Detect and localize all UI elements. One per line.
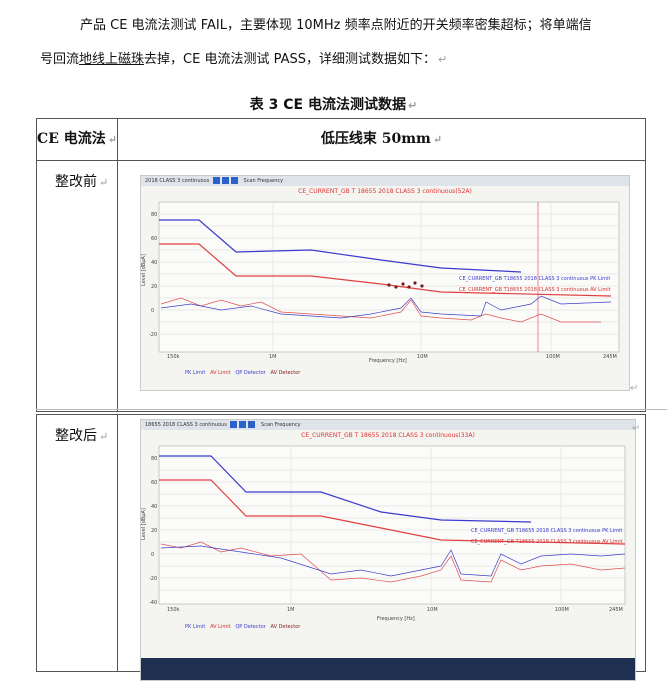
return-mark: ↵ <box>632 423 641 434</box>
return-mark: ↵ <box>107 133 117 146</box>
results-panel-bar <box>141 658 635 680</box>
toolbar-scan-label: Scan Frequency <box>243 178 284 184</box>
x-tick: 150k <box>167 607 180 613</box>
page-divider <box>36 409 667 410</box>
row-before-text: 整改前 <box>55 174 97 190</box>
header-cell-harness: 低压线束 50mm ↵ <box>117 118 646 161</box>
table-caption-text: 表 3 CE 电流法测试数据 <box>249 97 406 113</box>
av-limit-label: CE_CURRENT_GB T18655 2018 CLASS 3 contin… <box>471 539 623 545</box>
scan-toolbar: 2018 CLASS 3 continuous Scan Frequency <box>141 176 629 186</box>
legend-av-limit: AV Limit <box>210 370 231 376</box>
toolbar-button-icon <box>230 421 238 428</box>
toolbar-title: 18655 2018 CLASS 3 continuous <box>145 422 227 428</box>
x-tick: 1M <box>269 354 277 360</box>
y-tick: -20 <box>149 332 157 338</box>
chart-title: CE_CURRENT_GB T 18655 2018 CLASS 3 conti… <box>298 188 472 195</box>
y-tick: 40 <box>151 260 157 266</box>
x-tick: 150k <box>167 354 180 360</box>
header-cell-method: CE 电流法 ↵ <box>36 118 118 161</box>
chart-title: CE_CURRENT_GB T 18655 2018 CLASS 3 conti… <box>301 432 475 439</box>
row-label-before: 整改前 ↵ <box>36 160 118 412</box>
x-tick: 100M <box>546 354 560 360</box>
results-table: CE 电流法 ↵ 低压线束 50mm ↵ 整改前 ↵ 2018 CLASS 3 con… <box>36 118 646 412</box>
header-method-text: CE 电流法 <box>37 131 106 147</box>
header-harness-text: 低压线束 50mm <box>320 131 431 147</box>
plot-legend: PK Limit AV Limit QP Detector AV Detecto… <box>185 370 300 376</box>
toolbar-button-icon <box>221 177 229 184</box>
y-tick: 80 <box>151 212 157 218</box>
x-tick: 10M <box>427 607 438 613</box>
paragraph-1-text: 产品 CE 电流法测试 FAIL，主要体现 10MHz 频率点附近的开关频率密集… <box>80 18 592 33</box>
y-axis-label: Level [dBµA] <box>141 508 147 540</box>
av-limit-label: CE_CURRENT_GB T18655 2018 CLASS 3 contin… <box>459 287 611 293</box>
x-tick: 10M <box>417 354 428 360</box>
plot-legend: PK Limit AV Limit QP Detector AV Detecto… <box>185 624 300 630</box>
legend-qp-detector: QP Detector <box>235 370 266 376</box>
paragraph-2-underlined: 地线上磁珠 <box>79 52 145 67</box>
emc-plot-after: CE_CURRENT_GB T18655 2018 CLASS 3 contin… <box>141 445 626 622</box>
paragraph-2: 号回流地线上磁珠去掉，CE 电流法测试 PASS，详细测试数据如下： ↵ <box>40 50 665 70</box>
scan-screenshot-after: 18655 2018 CLASS 3 continuous Scan Frequ… <box>140 419 636 681</box>
y-tick: 60 <box>151 480 157 486</box>
y-axis-label: Level [dBµA] <box>141 254 147 286</box>
x-tick: 245M <box>609 607 623 613</box>
emc-plot-before: CE_CURRENT_GB T18655 2018 CLASS 3 contin… <box>141 201 620 364</box>
x-axis-label: Frequency [Hz] <box>377 616 415 622</box>
return-mark: ↵ <box>432 133 443 146</box>
y-tick: 0 <box>151 552 154 558</box>
return-mark: ↵ <box>407 99 418 112</box>
y-tick: 60 <box>151 236 157 242</box>
toolbar-button-icon <box>230 177 238 184</box>
paragraph-1: 产品 CE 电流法测试 FAIL，主要体现 10MHz 频率点附近的开关频率密集… <box>36 16 661 36</box>
paragraph-2-text-a: 号回流 <box>40 52 80 67</box>
x-tick: 245M <box>603 354 617 360</box>
row-label-after: 整改后 ↵ <box>36 414 118 672</box>
y-tick: -40 <box>149 600 157 606</box>
scan-toolbar: 18655 2018 CLASS 3 continuous Scan Frequ… <box>141 420 635 430</box>
scan-screenshot-before: 2018 CLASS 3 continuous Scan Frequency C… <box>140 175 630 391</box>
y-tick: 20 <box>151 528 157 534</box>
legend-pk-limit: PK Limit <box>185 370 206 376</box>
x-tick: 1M <box>287 607 295 613</box>
y-tick: 0 <box>151 308 154 314</box>
x-tick: 100M <box>555 607 569 613</box>
table-caption: 表 3 CE 电流法测试数据 ↵ <box>0 94 667 114</box>
paragraph-2-text-b: 去掉，CE 电流法测试 PASS，详细测试数据如下： <box>144 52 436 67</box>
y-tick: 20 <box>151 284 157 290</box>
results-table-continued: 整改后 ↵ 18655 2018 CLASS 3 continuous Scan … <box>36 414 646 681</box>
toolbar-button-icon <box>239 421 247 428</box>
legend-qp-detector: QP Detector <box>235 624 266 630</box>
pk-limit-label: CE_CURRENT_GB T18655 2018 CLASS 3 contin… <box>459 276 610 282</box>
y-tick: 40 <box>151 504 157 510</box>
legend-pk-limit: PK Limit <box>185 624 206 630</box>
x-axis-label: Frequency [Hz] <box>369 358 407 364</box>
y-tick: -20 <box>149 576 157 582</box>
pk-limit-label: CE_CURRENT_GB T18655 2018 CLASS 3 contin… <box>471 528 622 534</box>
legend-av-detector: AV Detector <box>270 370 301 376</box>
toolbar-title: 2018 CLASS 3 continuous <box>145 178 210 184</box>
return-mark: ↵ <box>438 53 448 66</box>
toolbar-button-icon <box>248 421 256 428</box>
row-after-text: 整改后 <box>55 428 97 444</box>
return-mark: ↵ <box>99 430 109 443</box>
toolbar-button-icon <box>212 177 220 184</box>
image-cell-after: 18655 2018 CLASS 3 continuous Scan Frequ… <box>117 414 646 681</box>
image-cell-before: 2018 CLASS 3 continuous Scan Frequency C… <box>117 160 646 412</box>
return-mark: ↵ <box>630 383 639 394</box>
legend-av-detector: AV Detector <box>270 624 301 630</box>
toolbar-scan-label: Scan Frequency <box>261 422 301 428</box>
y-tick: 80 <box>151 456 157 462</box>
legend-av-limit: AV Limit <box>210 624 231 630</box>
return-mark: ↵ <box>99 176 109 189</box>
